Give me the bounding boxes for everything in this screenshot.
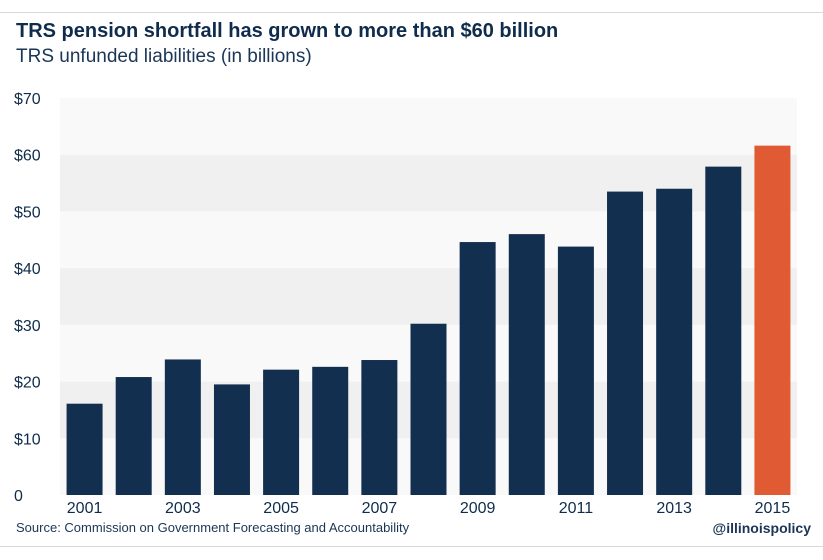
bar <box>115 377 152 495</box>
x-tick-label: 2005 <box>263 500 299 517</box>
bar <box>361 360 398 495</box>
brand-handle: @illinoispolicy <box>712 520 811 536</box>
x-tick-label: 2001 <box>67 500 103 517</box>
chart-title: TRS pension shortfall has grown to more … <box>16 20 559 42</box>
y-tick-label: $50 <box>14 204 41 221</box>
top-rule <box>0 12 823 13</box>
y-tick-label: $20 <box>14 375 41 392</box>
x-tick-label: 2015 <box>755 500 791 517</box>
y-tick-label: $40 <box>14 261 41 278</box>
bar <box>508 234 545 495</box>
y-tick-label: $30 <box>14 318 41 335</box>
grid-band <box>60 98 797 155</box>
bar <box>459 242 496 495</box>
x-tick-label: 2003 <box>165 500 201 517</box>
y-tick-label: 0 <box>14 488 23 505</box>
bar <box>607 191 644 496</box>
bottom-rule <box>0 546 823 547</box>
bar <box>213 384 250 495</box>
x-tick-label: 2007 <box>362 500 398 517</box>
y-tick-label: $70 <box>14 91 41 108</box>
bar <box>656 188 693 495</box>
chart-subtitle: TRS unfunded liabilities (in billions) <box>16 46 312 67</box>
bar <box>410 323 447 495</box>
bar <box>66 403 103 495</box>
bar <box>164 359 201 495</box>
bar-highlight <box>754 145 791 495</box>
x-tick-label: 2013 <box>656 500 692 517</box>
y-tick-label: $10 <box>14 431 41 448</box>
bar <box>705 166 742 496</box>
bar <box>263 369 300 495</box>
x-tick-label: 2009 <box>460 500 496 517</box>
y-tick-label: $60 <box>14 148 41 165</box>
bar <box>312 366 349 495</box>
bar <box>557 246 594 495</box>
x-tick-label: 2011 <box>559 500 594 517</box>
source-note: Source: Commission on Government Forecas… <box>16 520 410 535</box>
